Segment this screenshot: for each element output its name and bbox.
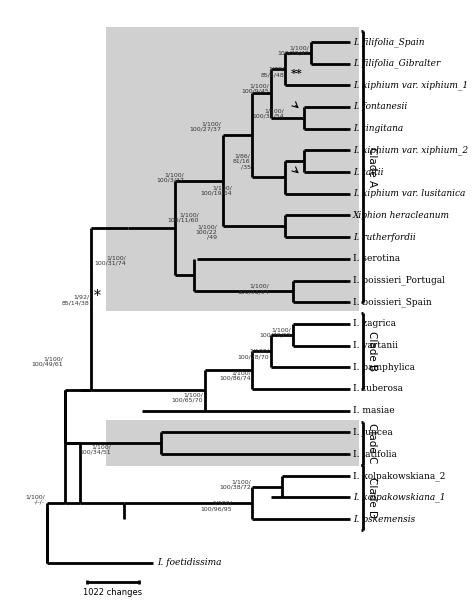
Text: **: ** (291, 68, 303, 79)
Text: I. xiphium var. xiphium_2: I. xiphium var. xiphium_2 (353, 145, 468, 155)
Text: I. pamphylica: I. pamphylica (353, 363, 415, 372)
Text: I. filifolia_Spain: I. filifolia_Spain (353, 37, 424, 47)
Text: 1022 changes: 1022 changes (83, 587, 143, 596)
Bar (106, 26, 359, 311)
Text: I. vartanii: I. vartanii (353, 341, 398, 350)
Text: I. kolpakowskiana_2: I. kolpakowskiana_2 (353, 471, 445, 481)
Text: Clade C: Clade C (367, 423, 377, 463)
Text: 1/100/
100/29/42: 1/100/ 100/29/42 (277, 45, 310, 55)
Text: I. filifolia_Gibralter: I. filifolia_Gibralter (353, 59, 440, 68)
Text: 1/100/
100/22
/49: 1/100/ 100/22 /49 (196, 224, 218, 240)
Text: 1/100/
100/19/64: 1/100/ 100/19/64 (201, 185, 232, 196)
Text: I. tuberosa: I. tuberosa (353, 385, 403, 394)
Text: 1/100/
100/96/95: 1/100/ 100/96/95 (201, 501, 232, 511)
Text: Clade B: Clade B (367, 331, 377, 371)
Text: Xiphion heracleanum: Xiphion heracleanum (353, 211, 450, 220)
Text: 1/100/
100/65/70: 1/100/ 100/65/70 (172, 392, 203, 403)
Text: 1/78/
85/5/48: 1/78/ 85/5/48 (261, 67, 285, 77)
Text: 1/100/
100/93/94: 1/100/ 100/93/94 (237, 284, 269, 294)
Text: 1/100/
100/78/70: 1/100/ 100/78/70 (237, 349, 269, 359)
Text: I. fontanesii: I. fontanesii (353, 103, 407, 112)
Text: I. juncea: I. juncea (353, 428, 392, 437)
Bar (106, 421, 359, 466)
Text: 1/100/
100/78/69: 1/100/ 100/78/69 (259, 327, 291, 338)
Text: 1/100/
100/86/74: 1/100/ 100/86/74 (219, 371, 251, 381)
Text: 1/100/
100/9/45: 1/100/ 100/9/45 (241, 83, 269, 94)
Text: I. tingitana: I. tingitana (353, 124, 403, 133)
Text: *: * (94, 289, 100, 302)
Text: I. foetidissima: I. foetidissima (157, 558, 221, 567)
Text: I. boissieri_Spain: I. boissieri_Spain (353, 298, 431, 307)
Text: 1/100/
-/-/-: 1/100/ -/-/- (25, 494, 45, 505)
Text: I. serotina: I. serotina (353, 254, 400, 263)
Text: I. boissieri_Portugal: I. boissieri_Portugal (353, 275, 445, 286)
Text: 1/86/
81/16
/35: 1/86/ 81/16 /35 (233, 154, 251, 169)
Text: 1/100/
100/11/60: 1/100/ 100/11/60 (168, 212, 199, 223)
Text: Clade A: Clade A (367, 146, 377, 187)
Text: 1/100/
100/31/74: 1/100/ 100/31/74 (94, 256, 126, 266)
Text: I. latifolia: I. latifolia (353, 449, 397, 458)
Text: 1/92/
85/14/38: 1/92/ 85/14/38 (61, 295, 89, 305)
Text: 1/100/
100/3/37: 1/100/ 100/3/37 (156, 172, 184, 182)
Text: I. xiphium var. lusitanica: I. xiphium var. lusitanica (353, 189, 465, 198)
Text: I. taitii: I. taitii (353, 167, 383, 176)
Text: 1/100/
100/37/54: 1/100/ 100/37/54 (252, 108, 283, 118)
Text: I. pskemensis: I. pskemensis (353, 515, 415, 524)
Text: 1/100/
100/34/51: 1/100/ 100/34/51 (80, 445, 111, 455)
Text: Clade D: Clade D (367, 477, 377, 518)
Text: I. masiae: I. masiae (353, 406, 394, 415)
Text: I. kolpakowskiana_1: I. kolpakowskiana_1 (353, 493, 445, 502)
Text: I. rutherfordii: I. rutherfordii (353, 233, 415, 242)
Text: 1/100/
100/49/61: 1/100/ 100/49/61 (32, 356, 64, 367)
Text: 1/100/
100/38/72: 1/100/ 100/38/72 (219, 479, 251, 490)
Text: I. xiphium var. xiphium_1: I. xiphium var. xiphium_1 (353, 80, 468, 90)
Text: I. zagrica: I. zagrica (353, 319, 396, 328)
Text: 1/100/
100/27/37: 1/100/ 100/27/37 (189, 121, 221, 131)
